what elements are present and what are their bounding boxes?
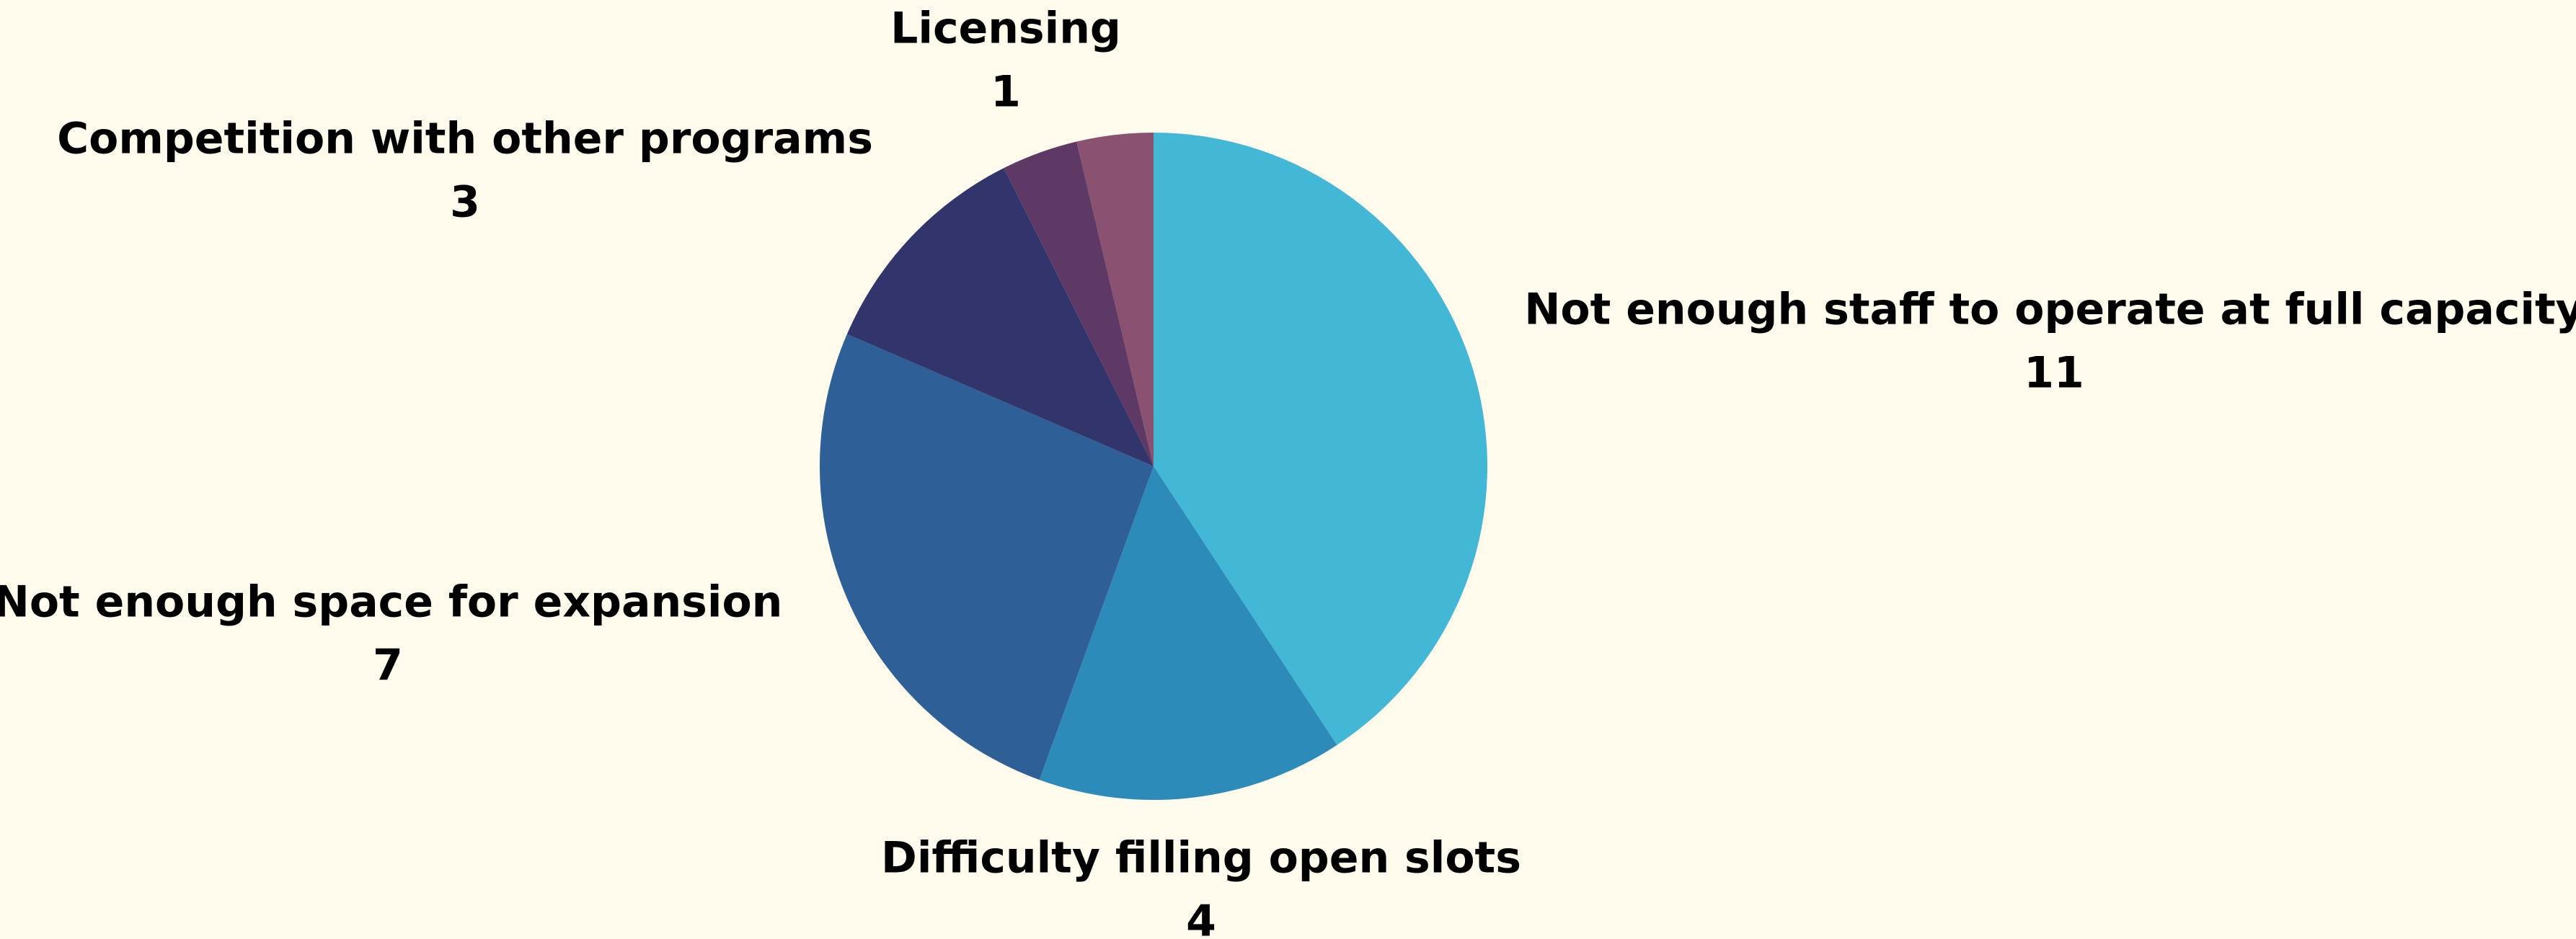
- slice-label: Licensing: [890, 4, 1121, 54]
- pie-slice: [820, 334, 1154, 780]
- pie-slice: [1004, 141, 1154, 466]
- pie-slice: [846, 168, 1154, 466]
- slice-label: Not enough space for expansion: [0, 577, 782, 628]
- slice-label: Difficulty filling open slots: [881, 833, 1521, 884]
- slice-value: 3: [450, 177, 480, 228]
- pie-slice: [1076, 133, 1154, 466]
- slice-value: 1: [991, 67, 1021, 117]
- pie-slice: [1154, 133, 1487, 745]
- slice-value: 4: [1186, 896, 1216, 939]
- slice-label: Not enough staff to operate at full capa…: [1524, 285, 2576, 335]
- slice-value: 7: [373, 641, 403, 691]
- slice-value: 11: [2024, 348, 2084, 399]
- pie-slice: [1039, 466, 1337, 800]
- slice-label: Competition with other programs: [57, 114, 873, 164]
